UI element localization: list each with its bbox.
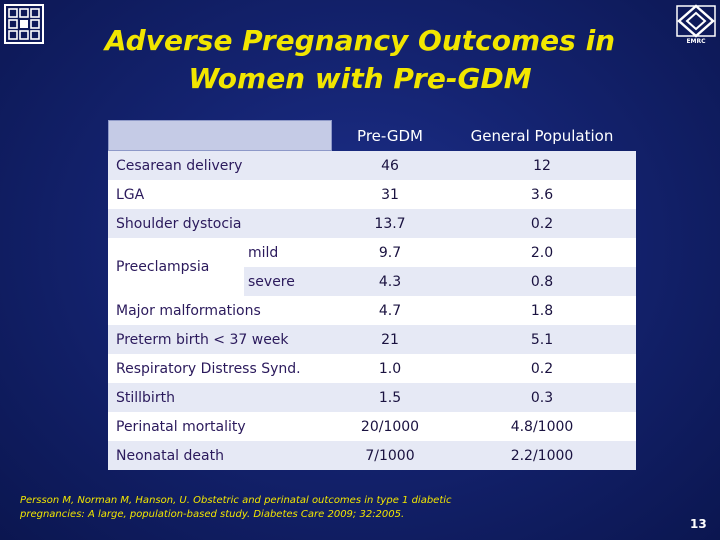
row-label: Respiratory Distress Synd.: [108, 354, 332, 383]
table-row: Shoulder dystocia 13.7 0.2: [108, 209, 636, 238]
table-row: Preterm birth < 37 week 21 5.1: [108, 325, 636, 354]
citation-line-1: Persson M, Norman M, Hanson, U. Obstetri…: [20, 495, 452, 506]
pre-gdm-value: 4.7: [332, 296, 448, 325]
table-row: Major malformations 4.7 1.8: [108, 296, 636, 325]
header-blank-cell: [108, 120, 332, 151]
header-pre-gdm: Pre-GDM: [357, 126, 423, 145]
table-row: Neonatal death 7/1000 2.2/1000: [108, 441, 636, 470]
lattice-logo-icon: [4, 4, 44, 44]
pre-gdm-value: 21: [332, 325, 448, 354]
pre-gdm-value: 9.7: [332, 238, 448, 267]
general-value: 0.8: [448, 267, 636, 296]
row-label: Stillbirth: [108, 383, 332, 412]
pre-gdm-value: 4.3: [332, 267, 448, 296]
table-row: Stillbirth 1.5 0.3: [108, 383, 636, 412]
row-label-preeclampsia: Preeclampsia: [108, 238, 244, 296]
row-label: Neonatal death: [108, 441, 332, 470]
row-label: Cesarean delivery: [108, 151, 332, 180]
general-value: 3.6: [448, 180, 636, 209]
pre-gdm-value: 31: [332, 180, 448, 209]
row-label: Major malformations: [108, 296, 332, 325]
table-row: Cesarean delivery 46 12: [108, 151, 636, 180]
title-line-2: Women with Pre-GDM: [188, 62, 532, 95]
general-value: 2.2/1000: [448, 441, 636, 470]
row-label: Preterm birth < 37 week: [108, 325, 332, 354]
general-value: 0.3: [448, 383, 636, 412]
general-value: 1.8: [448, 296, 636, 325]
pre-gdm-value: 20/1000: [332, 412, 448, 441]
table-header-row: Pre-GDM General Population: [108, 120, 636, 151]
table-row: LGA 31 3.6: [108, 180, 636, 209]
institution-logo-left: [4, 4, 44, 44]
table-row: Respiratory Distress Synd. 1.0 0.2: [108, 354, 636, 383]
emrc-logo-icon: [676, 4, 716, 38]
row-sub-label: severe: [244, 267, 332, 296]
pre-gdm-value: 46: [332, 151, 448, 180]
general-value: 0.2: [448, 354, 636, 383]
row-label: Perinatal mortality: [108, 412, 332, 441]
general-value: 2.0: [448, 238, 636, 267]
general-value: 5.1: [448, 325, 636, 354]
outcomes-table: Pre-GDM General Population Cesarean deli…: [108, 120, 636, 470]
row-label: LGA: [108, 180, 332, 209]
citation-reference: Persson M, Norman M, Hanson, U. Obstetri…: [20, 494, 580, 522]
pre-gdm-value: 1.0: [332, 354, 448, 383]
pre-gdm-value: 1.5: [332, 383, 448, 412]
logo-caption: EMRC: [686, 38, 706, 45]
general-value: 12: [448, 151, 636, 180]
page-number: 13: [690, 517, 707, 531]
pre-gdm-value: 13.7: [332, 209, 448, 238]
institution-logo-right: EMRC: [675, 4, 717, 48]
slide-title: Adverse Pregnancy Outcomes in Women with…: [60, 22, 660, 98]
citation-line-2: pregnancies: A large, population-based s…: [20, 509, 405, 520]
row-label: Shoulder dystocia: [108, 209, 332, 238]
title-line-1: Adverse Pregnancy Outcomes in: [104, 24, 616, 57]
table-row: Preeclampsia mild 9.7 2.0: [108, 238, 636, 296]
table-row: severe 4.3 0.8: [108, 267, 636, 296]
general-value: 4.8/1000: [448, 412, 636, 441]
header-general-population: General Population: [470, 126, 614, 145]
table-row: Perinatal mortality 20/1000 4.8/1000: [108, 412, 636, 441]
pre-gdm-value: 7/1000: [332, 441, 448, 470]
row-sub-label: mild: [244, 238, 332, 267]
general-value: 0.2: [448, 209, 636, 238]
